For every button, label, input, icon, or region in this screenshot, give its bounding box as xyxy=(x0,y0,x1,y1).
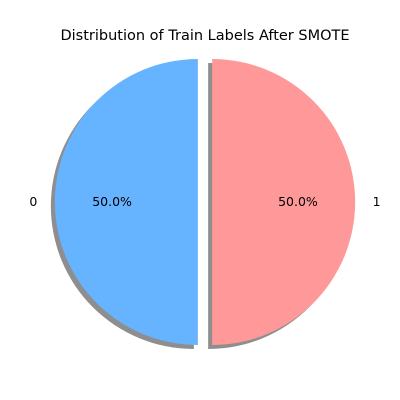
slice-label-1: 1 xyxy=(373,194,381,209)
slice-label-0: 0 xyxy=(29,194,37,209)
slice-percent-label-0: 50.0% xyxy=(92,194,132,209)
pie-slice-1 xyxy=(212,59,356,345)
pie-slice-0 xyxy=(54,59,198,345)
slice-percent-label-1: 50.0% xyxy=(278,194,318,209)
pie-slices xyxy=(54,59,356,345)
pie-labels: 0 50.0% 1 50.0% xyxy=(29,194,380,209)
chart-title: Distribution of Train Labels After SMOTE xyxy=(60,28,349,44)
